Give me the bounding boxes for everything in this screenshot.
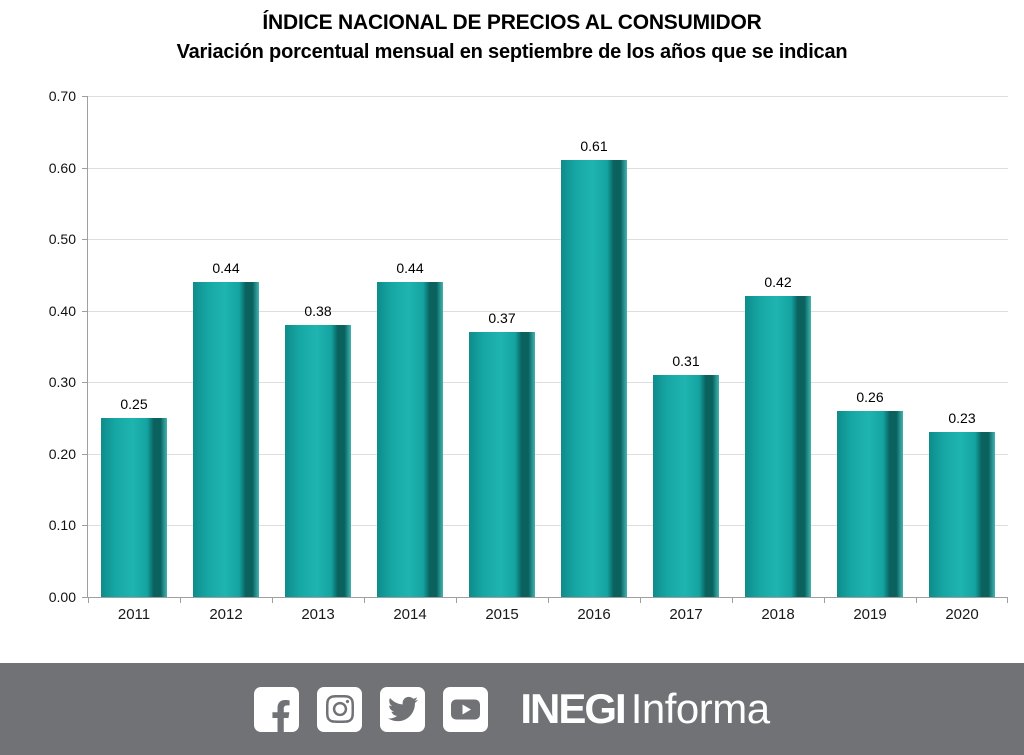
x-axis-tick xyxy=(180,597,181,603)
x-label-2019: 2019 xyxy=(853,606,887,623)
y-axis-tick xyxy=(82,597,88,598)
x-axis-tick xyxy=(88,597,89,603)
y-axis-tick xyxy=(82,382,88,384)
plot-area: 0.00 0.10 0.20 0.30 0.40 0.50 0.60 0.70 0.25 2011… xyxy=(49,88,1008,623)
y-axis-tick xyxy=(82,453,88,455)
bar-value-2016: 0.61 xyxy=(580,138,608,155)
x-label-2017: 2017 xyxy=(669,606,703,623)
x-axis-tick xyxy=(548,597,549,603)
x-axis-tick xyxy=(1007,597,1008,603)
bar-2017 xyxy=(653,375,719,597)
x-label-2018: 2018 xyxy=(761,606,795,623)
bar-slot-2012: 0.44 2012 xyxy=(180,96,272,623)
x-label-2012: 2012 xyxy=(209,606,243,623)
bar-2015 xyxy=(469,332,535,597)
bar-2019 xyxy=(837,410,903,597)
inegi-logo-text: INEGI xyxy=(520,685,626,732)
x-label-2011: 2011 xyxy=(117,606,151,623)
y-axis-label: 0.40 xyxy=(48,302,76,319)
bar-value-2014: 0.44 xyxy=(396,260,424,277)
bar-2011 xyxy=(101,418,167,597)
gridline xyxy=(88,453,1008,455)
bar-slot-2016: 0.61 2016 xyxy=(548,96,640,623)
gridline xyxy=(88,310,1008,312)
y-axis-label: 0.60 xyxy=(48,159,76,176)
gridline xyxy=(88,96,1008,97)
x-axis-tick xyxy=(364,597,365,603)
bar-slot-2020: 0.23 2020 xyxy=(916,96,1008,623)
facebook-icon[interactable] xyxy=(254,686,300,732)
y-axis-label: 0.00 xyxy=(48,589,76,605)
x-axis-tick xyxy=(732,597,733,603)
y-axis-label: 0.10 xyxy=(48,517,76,534)
x-label-2020: 2020 xyxy=(945,606,979,623)
x-label-2013: 2013 xyxy=(301,606,335,623)
bar-2016 xyxy=(561,160,627,597)
gridline xyxy=(88,167,1008,169)
bar-value-2013: 0.38 xyxy=(304,303,332,320)
y-axis-tick xyxy=(82,96,88,97)
x-label-2015: 2015 xyxy=(485,606,519,623)
bar-value-2020: 0.23 xyxy=(948,410,976,427)
twitter-icon[interactable] xyxy=(380,686,426,732)
bar-slot-2019: 0.26 2019 xyxy=(824,96,916,623)
bar-value-2012: 0.44 xyxy=(212,260,240,277)
bar-2013 xyxy=(285,325,351,597)
bar-slot-2013: 0.38 2013 xyxy=(272,96,364,623)
bar-slot-2018: 0.42 2018 xyxy=(732,96,824,623)
y-axis-tick xyxy=(82,310,88,312)
gridline xyxy=(88,382,1008,384)
bar-value-2019: 0.26 xyxy=(856,388,884,405)
y-axis-tick xyxy=(82,239,88,241)
x-axis-tick xyxy=(916,597,917,603)
y-axis-label: 0.30 xyxy=(48,374,76,391)
gridline xyxy=(88,239,1008,241)
bar-slot-2011: 0.25 2011 xyxy=(88,96,180,623)
bar-value-2011: 0.25 xyxy=(120,396,148,413)
y-axis-tick xyxy=(82,167,88,169)
x-label-2016: 2016 xyxy=(577,606,611,623)
bar-value-2017: 0.31 xyxy=(672,353,700,370)
y-axis-label: 0.50 xyxy=(48,231,76,248)
x-label-2014: 2014 xyxy=(393,606,427,623)
bar-2014 xyxy=(377,282,443,597)
chart-title: ÍNDICE NACIONAL DE PRECIOS AL CONSUMIDOR xyxy=(262,11,762,34)
informa-logo-text: Informa xyxy=(630,685,770,732)
bar-slot-2017: 0.31 2017 xyxy=(640,96,732,623)
y-axis-tick xyxy=(82,525,88,527)
footer-banner: INEGI Informa xyxy=(0,663,1024,755)
y-axis-label: 0.20 xyxy=(48,445,76,462)
chart-subtitle: Variación porcentual mensual en septiemb… xyxy=(176,41,848,63)
inegi-informa-logo: INEGI Informa xyxy=(520,685,770,733)
bar-2020 xyxy=(929,432,995,597)
gridline xyxy=(88,525,1008,527)
bar-2012 xyxy=(193,282,259,597)
y-axis-label: 0.70 xyxy=(48,88,76,104)
x-axis-tick xyxy=(272,597,273,603)
instagram-icon[interactable] xyxy=(317,686,363,732)
bar-value-2015: 0.37 xyxy=(488,310,516,327)
bar-slot-2014: 0.44 2014 xyxy=(364,96,456,623)
bar-slot-2015: 0.37 2015 xyxy=(456,96,548,623)
bar-value-2018: 0.42 xyxy=(764,274,792,291)
bar-2018 xyxy=(745,296,811,597)
x-axis-tick xyxy=(824,597,825,603)
x-axis-tick xyxy=(456,597,457,603)
youtube-icon[interactable] xyxy=(443,686,489,732)
x-axis-tick xyxy=(640,597,641,603)
